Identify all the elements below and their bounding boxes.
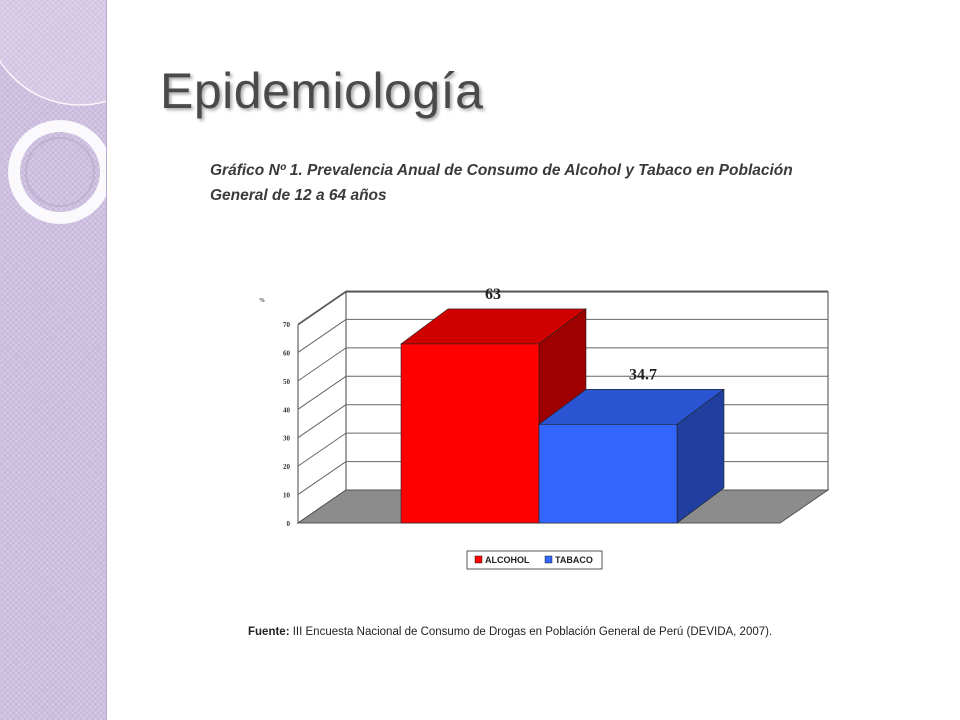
data-label: 34.7 bbox=[629, 366, 657, 383]
gridline-side bbox=[297, 404, 347, 439]
gridline-side bbox=[297, 290, 347, 325]
gridline-side bbox=[297, 319, 347, 353]
legend-label: ALCOHOL bbox=[485, 555, 530, 565]
gridline-side bbox=[297, 461, 347, 495]
gridline-side bbox=[297, 347, 347, 382]
y-tick-label: 20 bbox=[283, 463, 291, 471]
chart-title: Gráfico Nº 1. Prevalencia Anual de Consu… bbox=[210, 162, 793, 204]
legend-label: TABACO bbox=[555, 555, 593, 565]
y-tick-label: 60 bbox=[283, 349, 291, 357]
y-tick-label: 10 bbox=[283, 492, 291, 500]
y-tick-label: 70 bbox=[283, 321, 291, 329]
chart-side-wall bbox=[297, 291, 347, 524]
source-text: III Encuesta Nacional de Consumo de Drog… bbox=[289, 626, 773, 638]
data-label: 63 bbox=[485, 286, 501, 303]
y-axis-label: % bbox=[259, 298, 265, 304]
gridline-side bbox=[297, 432, 347, 467]
slide-title: Epidemiología bbox=[160, 63, 484, 119]
y-tick-label: 40 bbox=[283, 406, 291, 414]
y-tick-label: 50 bbox=[283, 378, 291, 386]
source-note: Fuente: III Encuesta Nacional de Consumo… bbox=[248, 626, 772, 638]
decorative-circles bbox=[0, 0, 106, 224]
source-label: Fuente: bbox=[248, 626, 290, 638]
legend-swatch bbox=[474, 555, 483, 564]
legend-box bbox=[466, 550, 603, 570]
y-tick-label: 30 bbox=[283, 435, 291, 443]
y-tick-label: 0 bbox=[287, 520, 291, 528]
legend-swatch bbox=[544, 555, 553, 564]
gridline-side bbox=[297, 375, 347, 410]
bar-alcohol bbox=[400, 343, 540, 524]
sidebar-background bbox=[0, 0, 107, 720]
bar-tabaco bbox=[538, 424, 678, 524]
